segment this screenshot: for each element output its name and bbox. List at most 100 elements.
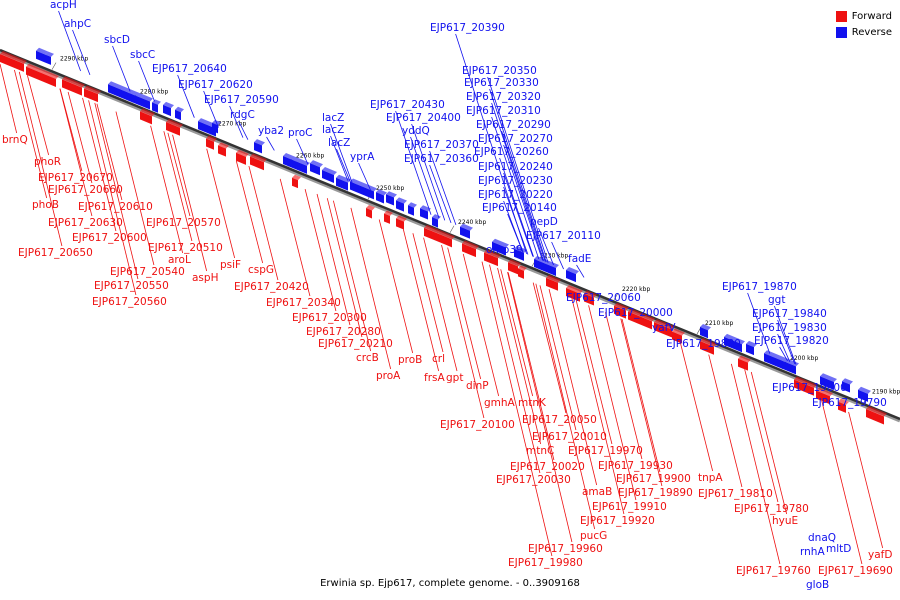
gene-feature-top <box>672 328 685 336</box>
label-leader-line <box>82 97 117 232</box>
label-leader-line <box>620 318 663 487</box>
reverse-gene-label: EJP617_20360 <box>404 153 479 165</box>
label-leader-line <box>429 164 452 224</box>
reverse-gene-label: EJP617_20400 <box>386 112 461 124</box>
forward-gene-label: EJP617_19890 <box>618 487 693 499</box>
gene-feature <box>384 213 390 224</box>
forward-gene-label: EJP617_19760 <box>736 565 811 577</box>
forward-gene-label: brnQ <box>2 134 28 146</box>
reverse-gene-label: EJP617_20270 <box>478 133 553 145</box>
gene-feature-top <box>518 265 527 271</box>
gene-feature <box>250 156 264 171</box>
label-leader-line <box>848 411 884 549</box>
label-leader-line <box>296 138 309 165</box>
gene-feature-top <box>36 47 48 55</box>
label-leader-line <box>412 233 444 353</box>
forward-gene-label: EJP617_19920 <box>580 515 655 527</box>
label-leader-line <box>26 75 50 156</box>
reverse-gene-label: EJP617_20320 <box>466 91 541 103</box>
gene-feature <box>838 401 846 413</box>
gene-feature <box>654 322 672 338</box>
label-leader-line <box>304 188 337 312</box>
gene-feature <box>700 341 714 355</box>
gene-feature-top <box>584 290 597 298</box>
gene-feature <box>206 138 214 150</box>
forward-gene-label: EJP617_19930 <box>598 460 673 472</box>
label-leader-line <box>538 227 554 266</box>
label-leader-line <box>621 318 661 473</box>
gene-feature <box>40 72 56 87</box>
gene-feature-top <box>764 350 799 367</box>
forward-gene-label: EJP617_20630 <box>48 217 123 229</box>
label-leader-line <box>491 116 540 260</box>
reverse-gene-label: EJP617_19840 <box>752 308 827 320</box>
label-leader-line <box>535 283 596 530</box>
label-leader-line <box>551 241 564 270</box>
label-leader-line <box>487 76 549 263</box>
label-leader-line <box>203 90 219 128</box>
label-leader-line <box>507 271 573 543</box>
label-leader-line <box>744 369 779 503</box>
label-leader-line <box>279 178 311 297</box>
gene-feature <box>84 88 98 103</box>
reverse-gene-label: EJP617_20310 <box>466 105 541 117</box>
reverse-gene-label: ggt <box>768 294 785 306</box>
gene-feature <box>45 54 51 65</box>
label-leader-line <box>326 198 363 338</box>
label-leader-line <box>571 298 625 515</box>
forward-gene-label: EJP617_20600 <box>72 232 147 244</box>
gene-feature-top <box>350 178 377 192</box>
label-leader-line <box>410 136 440 219</box>
scale-tick-label: 2290 kbp <box>60 56 88 63</box>
gene-feature-top <box>108 81 153 102</box>
gene-feature-top <box>163 101 174 109</box>
gene-feature <box>462 243 476 258</box>
gene-feature-top <box>420 205 431 212</box>
gene-feature <box>514 248 524 261</box>
gene-feature-top <box>432 214 441 220</box>
reverse-gene-label: gloB <box>806 579 829 591</box>
reverse-gene-label: lacZ <box>328 137 350 149</box>
gene-feature <box>566 270 576 283</box>
reverse-gene-label: EJP617_19790 <box>812 397 887 409</box>
gene-feature-top <box>566 285 583 294</box>
gene-feature-top <box>794 376 817 388</box>
gene-feature <box>198 121 216 137</box>
gene-feature <box>794 379 814 396</box>
label-leader-line <box>489 88 547 263</box>
forward-gene-label: phoR <box>34 156 61 168</box>
label-leader-line <box>491 102 544 262</box>
gene-feature-top <box>376 189 387 196</box>
gene-feature <box>484 252 498 267</box>
gene-feature-top <box>45 51 54 57</box>
reverse-gene-label: rdgC <box>230 109 255 121</box>
gene-feature-top <box>746 340 757 348</box>
gene-feature <box>738 358 748 371</box>
reverse-gene-label: EJP617_19870 <box>722 281 797 293</box>
label-leader-line <box>67 91 93 184</box>
forward-gene-label: gpt <box>446 372 463 384</box>
scale-tick-label: 2270 kbp <box>218 120 246 127</box>
reverse-gene-label: rnhA <box>800 546 825 558</box>
gene-feature <box>420 208 428 220</box>
reverse-gene-label: EJP617_20330 <box>464 77 539 89</box>
label-leader-line <box>58 10 81 72</box>
label-leader-line <box>206 148 236 259</box>
label-leader-line <box>680 342 714 472</box>
scale-tick-label: 2230 kbp <box>540 252 568 259</box>
gene-feature <box>508 262 518 275</box>
gene-features <box>0 47 887 425</box>
gene-feature-top <box>0 51 27 64</box>
label-leader-line <box>14 69 48 199</box>
label-leader-line <box>167 132 191 217</box>
gene-feature-top <box>292 174 301 181</box>
forward-gene-label: EJP617_20020 <box>510 461 585 473</box>
gene-feature <box>292 177 298 189</box>
gene-feature-top <box>654 319 675 330</box>
gene-feature-top <box>838 398 849 405</box>
label-leader-line <box>330 135 349 181</box>
gene-feature-top <box>250 153 267 163</box>
label-leader-line <box>499 157 534 257</box>
gene-feature-top <box>206 135 217 142</box>
